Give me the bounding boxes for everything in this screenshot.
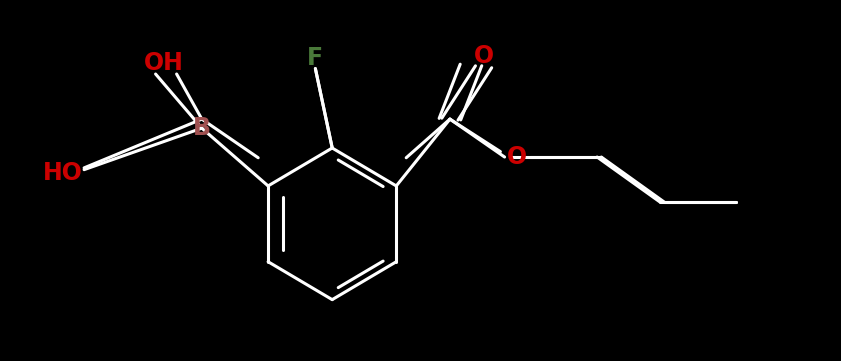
- Text: B: B: [193, 116, 211, 140]
- Text: F: F: [307, 46, 324, 70]
- Text: OH: OH: [144, 51, 184, 75]
- Text: O: O: [473, 44, 494, 68]
- Text: HO: HO: [43, 161, 83, 185]
- Text: O: O: [507, 145, 527, 169]
